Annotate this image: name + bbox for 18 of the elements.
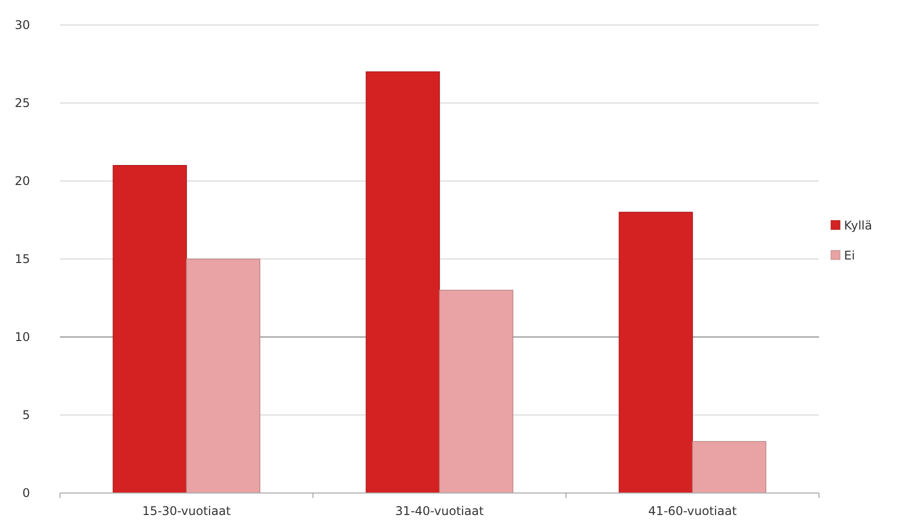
y-tick-label: 0 (22, 486, 30, 500)
bar (186, 258, 260, 494)
y-tick-label: 30 (14, 18, 30, 32)
y-tick-label: 5 (22, 408, 30, 422)
y-tick-label: 20 (14, 174, 30, 188)
x-tick-label: 41-60-vuotiaat (648, 504, 737, 518)
bar (439, 290, 514, 494)
y-tick-label: 25 (14, 96, 30, 110)
x-tick-label: 31-40-vuotiaat (395, 504, 484, 518)
y-tick-label: 10 (14, 330, 30, 344)
y-tick-label: 15 (14, 252, 30, 266)
bar (618, 212, 693, 494)
bar (692, 441, 766, 494)
x-tick-label: 15-30-vuotiaat (142, 504, 231, 518)
bar (112, 165, 187, 494)
legend-label: Kyllä (844, 218, 872, 233)
legend-label: Ei (844, 248, 855, 263)
bar (366, 71, 440, 494)
